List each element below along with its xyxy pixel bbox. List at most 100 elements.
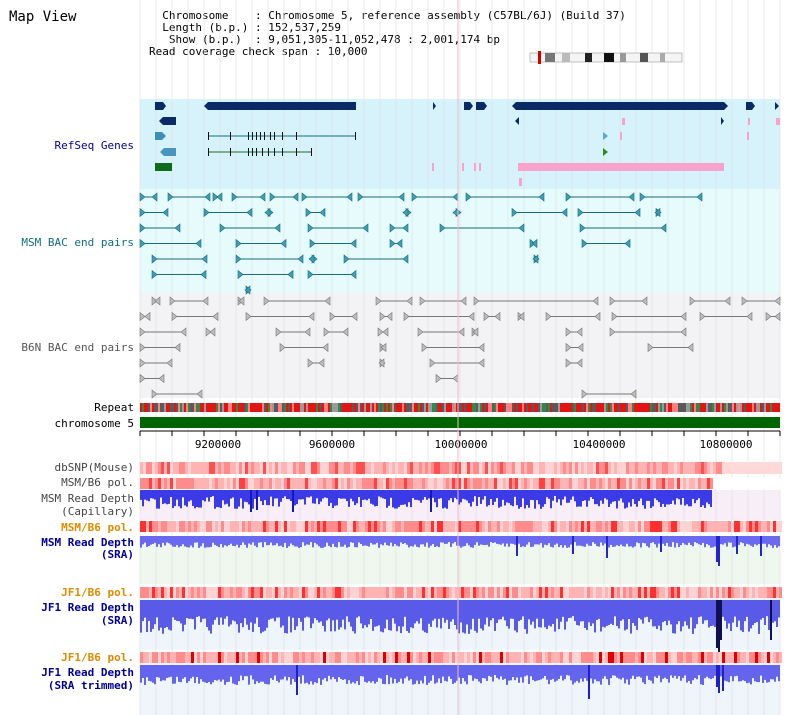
- msm-pair-end: [204, 192, 211, 202]
- depth-bar: [144, 536, 146, 543]
- pol-cell: [518, 478, 521, 489]
- depth-bar: [504, 536, 506, 547]
- jf1-b6-pol-track-1[interactable]: [140, 587, 782, 598]
- depth-bar: [312, 536, 314, 548]
- gene-feature[interactable]: [748, 118, 750, 125]
- gene-feature[interactable]: [155, 102, 166, 110]
- depth-bar: [566, 665, 568, 676]
- gene-feature[interactable]: [512, 102, 728, 110]
- gene-feature[interactable]: [432, 163, 434, 171]
- depth-bar: [674, 490, 676, 505]
- depth-bar: [662, 600, 664, 623]
- depth-bar: [534, 665, 536, 682]
- jf1-b6-pol-track-2[interactable]: [140, 652, 782, 663]
- pol-cell: [149, 478, 152, 489]
- depth-bar: [702, 536, 704, 543]
- depth-bar: [236, 600, 238, 625]
- repeat-track[interactable]: [140, 403, 780, 412]
- depth-bar: [390, 536, 392, 543]
- pol-cell: [170, 478, 173, 489]
- depth-bar: [446, 536, 448, 544]
- chromosome-ideogram[interactable]: [529, 51, 683, 64]
- gene-feature[interactable]: [155, 132, 166, 140]
- pol-cell: [494, 521, 497, 532]
- gene-feature[interactable]: [622, 118, 625, 125]
- pol-cell: [434, 587, 437, 598]
- depth-bar: [366, 490, 368, 501]
- msm-b6-pol-track-1[interactable]: [140, 478, 782, 489]
- b6n-pair-end: [174, 342, 181, 353]
- gene-exons[interactable]: [208, 132, 356, 140]
- jf1-sra-depth-track[interactable]: [140, 600, 780, 652]
- depth-bar: [416, 536, 418, 547]
- gene-feature[interactable]: [155, 163, 172, 171]
- dbsnp-cell: [467, 462, 470, 474]
- b6n-bac-pairs[interactable]: [139, 296, 781, 399]
- pol-cell: [152, 587, 155, 598]
- depth-bar: [280, 490, 282, 502]
- gene-feature[interactable]: [747, 132, 749, 140]
- gene-feature[interactable]: [519, 178, 522, 186]
- b6n-pair-end: [378, 358, 385, 368]
- repeat-element: [312, 403, 314, 412]
- gene-feature[interactable]: [746, 102, 755, 110]
- msm-capillary-depth-track[interactable]: [140, 490, 712, 512]
- pol-cell: [266, 521, 269, 532]
- gene-feature[interactable]: [474, 163, 476, 171]
- gene-feature[interactable]: [462, 163, 464, 171]
- gene-exons[interactable]: [208, 148, 312, 156]
- gene-feature[interactable]: [603, 132, 608, 140]
- refseq-genes[interactable]: [155, 102, 780, 186]
- gene-feature[interactable]: [476, 102, 487, 110]
- repeat-element: [338, 403, 340, 412]
- gene-feature[interactable]: [479, 163, 481, 171]
- gene-feature[interactable]: [204, 102, 356, 110]
- msm-b6-pol-track-2[interactable]: [140, 521, 782, 532]
- gene-feature[interactable]: [721, 117, 724, 125]
- b6n-pair-end: [308, 311, 315, 322]
- repeat-element: [420, 403, 422, 412]
- chromosome-bar[interactable]: [140, 417, 780, 428]
- jf1-trimmed-depth-track[interactable]: [140, 665, 780, 699]
- dbsnp-cell: [440, 462, 443, 474]
- msm-sra-depth-track[interactable]: [140, 536, 780, 566]
- repeat-element: [304, 403, 306, 412]
- gene-feature[interactable]: [433, 102, 436, 110]
- gene-feature[interactable]: [775, 102, 779, 110]
- depth-bar: [268, 490, 270, 506]
- depth-bar: [486, 536, 488, 545]
- dbsnp-heat-track[interactable]: [140, 462, 782, 474]
- repeat-element: [206, 403, 208, 412]
- depth-bar: [282, 665, 284, 680]
- pol-cell: [503, 652, 506, 663]
- pol-cell: [251, 587, 254, 598]
- pol-cell: [656, 478, 659, 489]
- depth-bar: [306, 536, 308, 545]
- repeat-element: [540, 403, 542, 412]
- gene-feature[interactable]: [620, 132, 622, 140]
- depth-bar: [384, 600, 386, 629]
- depth-bar: [284, 600, 286, 633]
- gene-feature[interactable]: [776, 118, 780, 125]
- msm-bac-pairs[interactable]: [139, 192, 703, 295]
- gene-feature[interactable]: [518, 163, 724, 171]
- b6n-pair-end: [379, 311, 386, 322]
- dbsnp-cell: [626, 462, 629, 474]
- depth-bar: [608, 490, 610, 508]
- pol-cell: [446, 652, 449, 663]
- pol-cell: [296, 587, 299, 598]
- gene-feature[interactable]: [515, 117, 519, 125]
- pol-cell: [413, 587, 416, 598]
- depth-bar: [252, 665, 254, 680]
- depth-bar: [208, 536, 210, 548]
- pol-cell: [611, 652, 614, 663]
- dbsnp-cell: [161, 462, 164, 474]
- gene-feature[interactable]: [160, 148, 176, 156]
- gene-feature[interactable]: [159, 117, 176, 125]
- gene-feature[interactable]: [464, 102, 473, 110]
- depth-bar: [398, 665, 400, 682]
- depth-bar: [482, 665, 484, 679]
- pol-cell: [287, 587, 290, 598]
- gene-feature[interactable]: [603, 148, 608, 156]
